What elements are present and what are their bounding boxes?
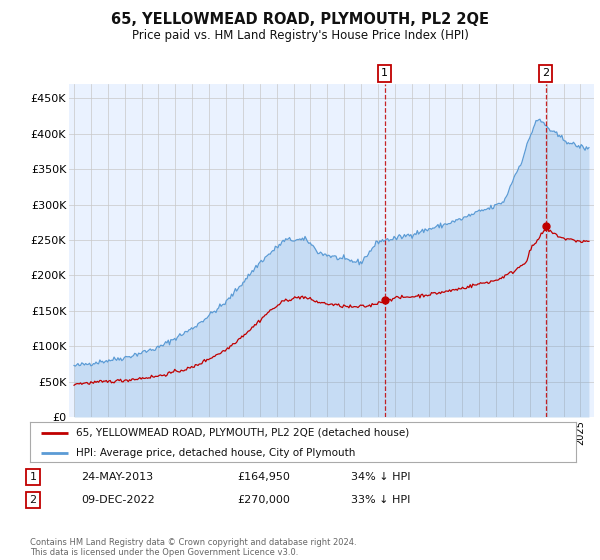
Text: HPI: Average price, detached house, City of Plymouth: HPI: Average price, detached house, City… [76,448,356,458]
Text: £270,000: £270,000 [237,495,290,505]
Text: 33% ↓ HPI: 33% ↓ HPI [351,495,410,505]
Text: 2: 2 [542,68,549,78]
Text: 65, YELLOWMEAD ROAD, PLYMOUTH, PL2 2QE (detached house): 65, YELLOWMEAD ROAD, PLYMOUTH, PL2 2QE (… [76,428,410,438]
Text: 34% ↓ HPI: 34% ↓ HPI [351,472,410,482]
Text: 1: 1 [381,68,388,78]
Text: 24-MAY-2013: 24-MAY-2013 [81,472,153,482]
Text: Price paid vs. HM Land Registry's House Price Index (HPI): Price paid vs. HM Land Registry's House … [131,29,469,42]
Text: 65, YELLOWMEAD ROAD, PLYMOUTH, PL2 2QE: 65, YELLOWMEAD ROAD, PLYMOUTH, PL2 2QE [111,12,489,27]
Text: 1: 1 [29,472,37,482]
Text: Contains HM Land Registry data © Crown copyright and database right 2024.
This d: Contains HM Land Registry data © Crown c… [30,538,356,557]
Text: 09-DEC-2022: 09-DEC-2022 [81,495,155,505]
Text: 2: 2 [29,495,37,505]
Text: £164,950: £164,950 [237,472,290,482]
